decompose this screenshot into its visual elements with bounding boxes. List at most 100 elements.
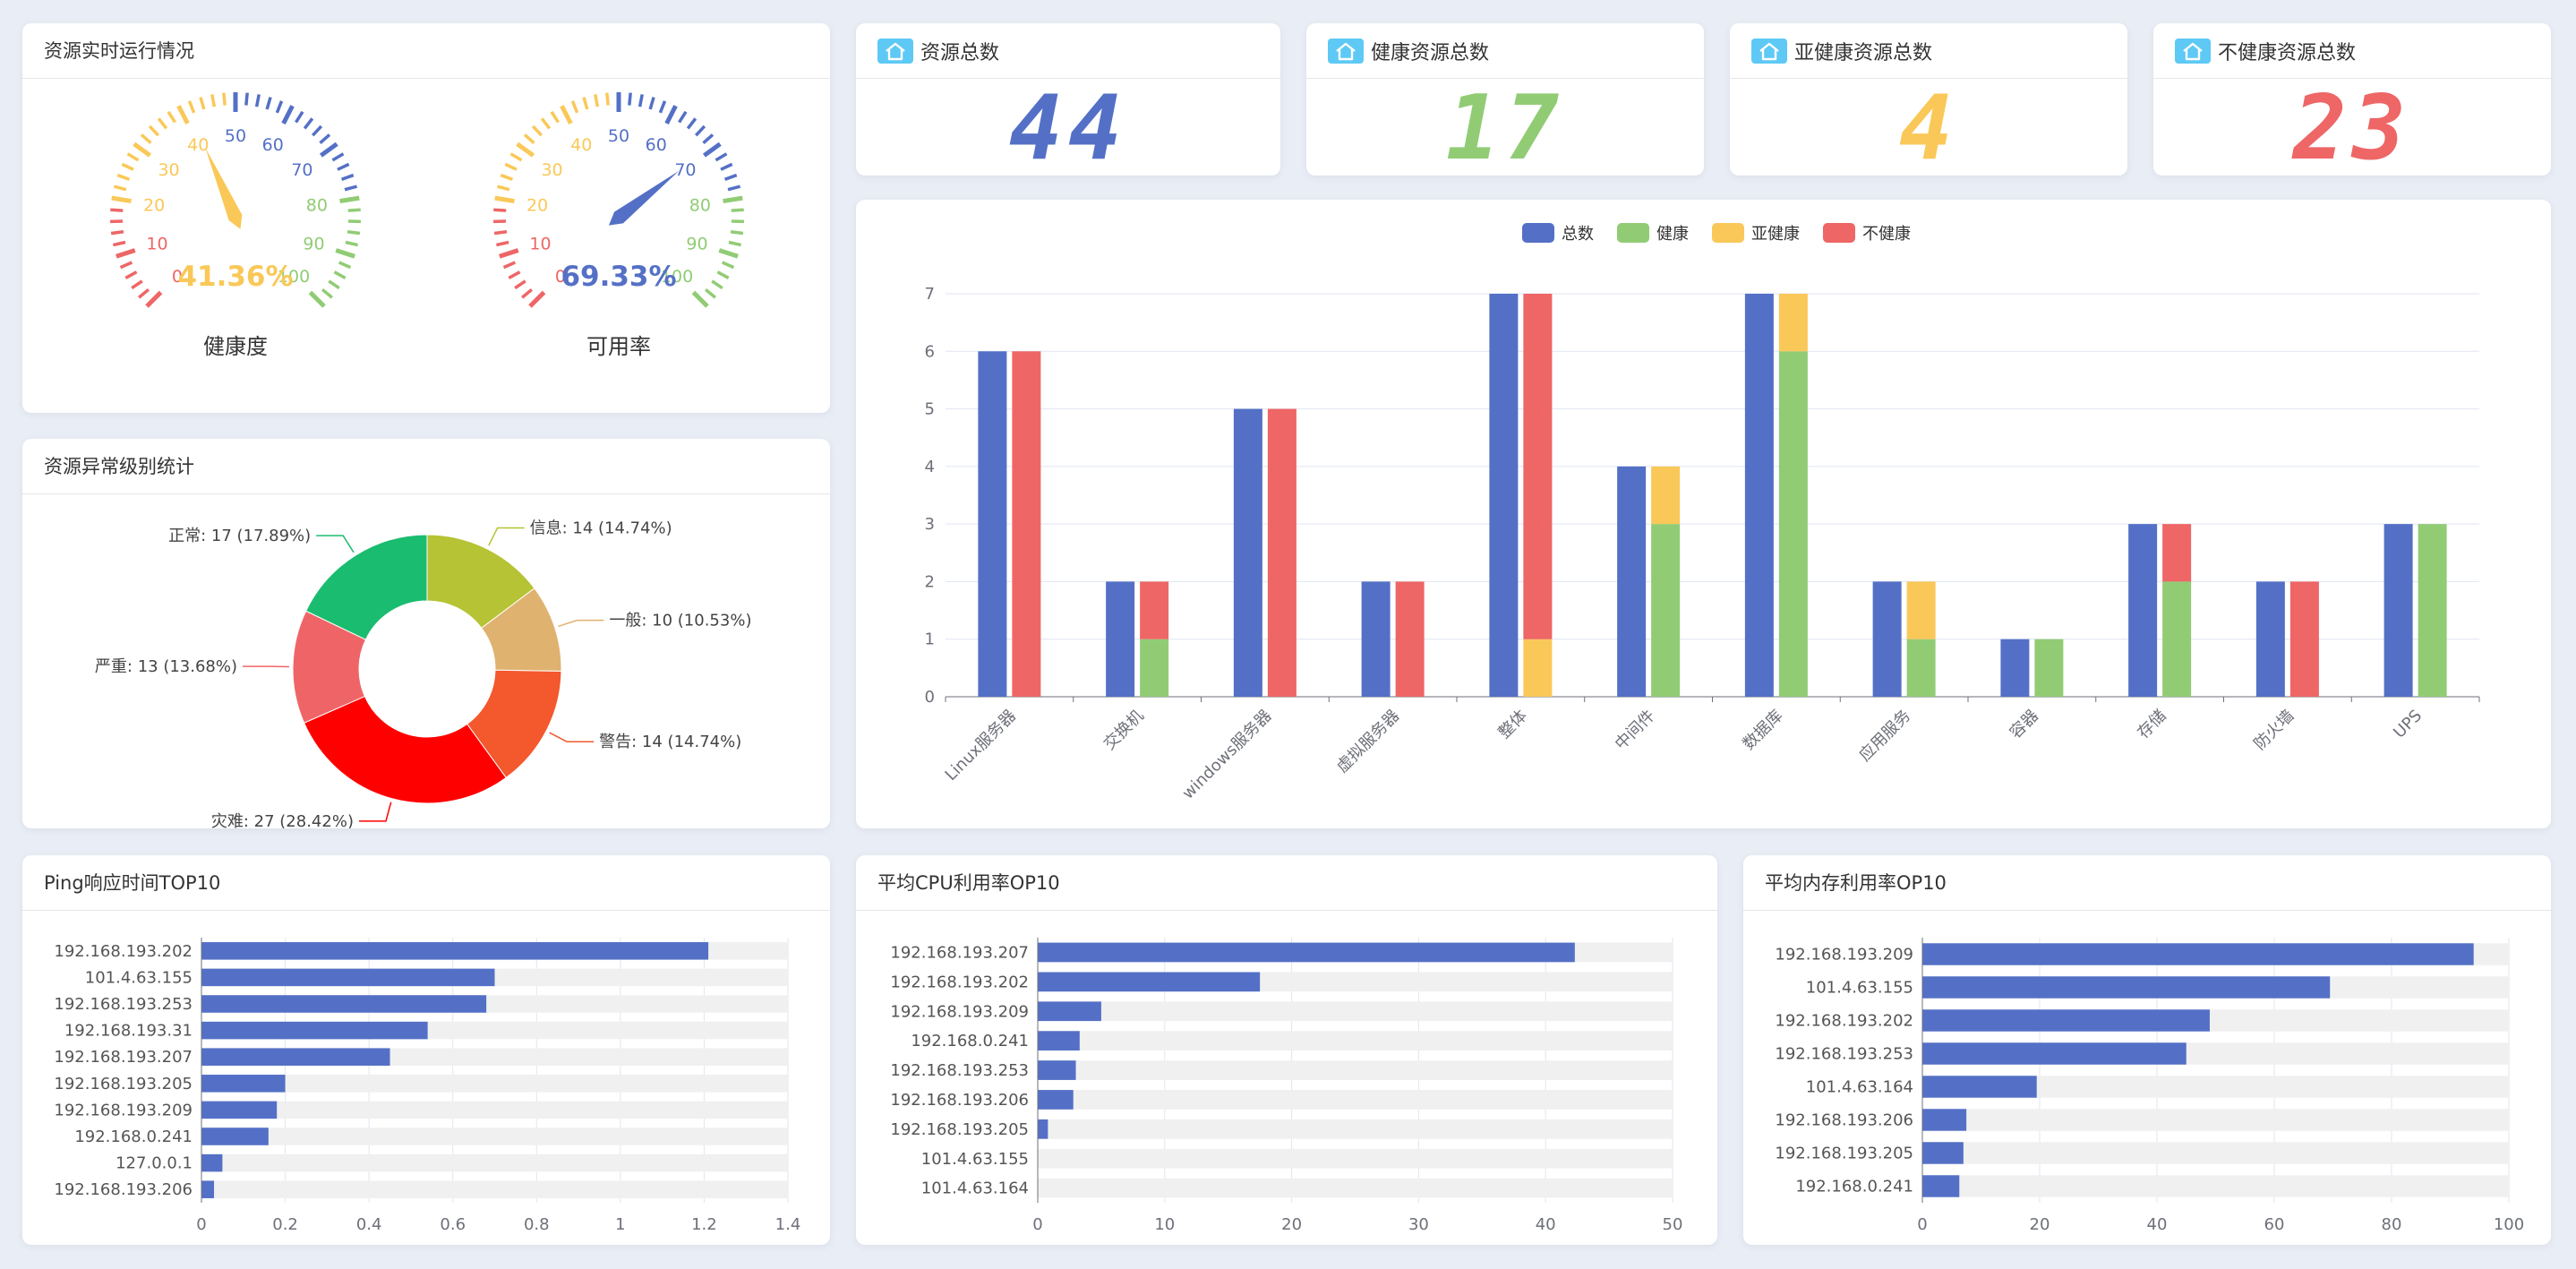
y-tick-label: 192.168.193.209 <box>1775 946 1913 965</box>
gauge-tick <box>138 287 150 299</box>
gauge-tick <box>570 100 579 114</box>
gauge-tick <box>528 290 546 308</box>
y-tick-label: 192.168.193.205 <box>54 1075 193 1093</box>
bar-background <box>201 1180 788 1198</box>
y-tick-label: 192.168.193.202 <box>890 973 1029 991</box>
gauge-label: 健康度 <box>203 334 268 359</box>
resource-bar-chart: 总数 健康 亚健康 不健康 0 1 2 3 4 5 6 7 Linux服务器 交换机 windows服务器虚… <box>925 223 2480 803</box>
level-panel: 资源异常级别统计 信息: 14 (14.74%) 一般: 10 (10.53%) 警… <box>22 439 830 828</box>
bar-value <box>201 1128 269 1145</box>
resource-bar-panel: 总数 健康 亚健康 不健康 0 1 2 3 4 5 6 7 Linux服务器 交换机 windows服务器虚… <box>856 200 2551 828</box>
x-tick-label: 数据库 <box>1739 707 1786 754</box>
x-tick-label: 1 <box>615 1215 625 1234</box>
gauge-pointer <box>608 170 680 226</box>
bar-healthy <box>2034 639 2064 697</box>
y-tick-label: 101.4.63.155 <box>1806 979 1913 998</box>
y-tick-label: 192.168.193.205 <box>1775 1145 1913 1163</box>
gauge-tick-label: 10 <box>529 234 551 253</box>
gauge-tick <box>531 124 543 137</box>
bar-value <box>1922 1009 2210 1032</box>
y-tick-label: 192.168.0.241 <box>911 1032 1029 1050</box>
gauge-tick-label: 80 <box>306 196 328 216</box>
legend-label: 亚健康 <box>1751 225 1800 244</box>
gauge-tick <box>113 184 127 192</box>
y-tick-label: 4 <box>925 458 935 476</box>
gauge-tick <box>328 279 340 290</box>
bar-background <box>1922 1142 2509 1164</box>
y-tick-label: 192.168.193.206 <box>890 1091 1029 1110</box>
stat-label: 资源总数 <box>920 41 1000 64</box>
bar-healthy <box>1778 351 1808 697</box>
bar-healthy <box>1651 524 1681 697</box>
bar-total <box>1744 294 1774 697</box>
x-tick-label: 50 <box>1663 1215 1683 1234</box>
pie-label-line <box>316 535 355 553</box>
y-tick-label: 192.168.193.207 <box>890 943 1029 962</box>
x-tick-label: 1.2 <box>691 1215 717 1234</box>
gauge-tick <box>157 117 168 130</box>
gauge-tick <box>110 230 124 236</box>
y-tick-label: 0 <box>925 688 935 707</box>
gauge-tick <box>187 100 196 114</box>
stat-card-subhealthy: 亚健康资源总数 4 <box>1730 23 2127 176</box>
gauge-tick <box>582 97 589 110</box>
gauge-tick <box>560 105 573 124</box>
gauge-tick <box>126 152 140 162</box>
y-tick-label: 192.168.193.253 <box>1775 1045 1913 1064</box>
pie-slice <box>305 534 428 640</box>
bar-background <box>1038 1031 1673 1051</box>
gauge-tick <box>508 270 521 279</box>
gauge-tick <box>333 270 347 279</box>
gauge-tick <box>319 133 331 144</box>
gauge-tick-label: 100 <box>661 267 693 287</box>
ping-bar-chart: 0 0.2 0.4 0.6 0.8 1 1.2 1.4 192.168.193.202 101.4… <box>54 938 800 1234</box>
gauge-tick <box>222 92 227 106</box>
x-tick-label: 0.4 <box>356 1215 382 1234</box>
stat-card-unhealthy: 不健康资源总数 23 <box>2153 23 2551 176</box>
mem-panel-title: 平均内存利用率OP10 <box>1743 855 2551 911</box>
y-tick-label: 5 <box>925 400 935 419</box>
bar-background <box>1038 1178 1673 1198</box>
realtime-panel: 资源实时运行情况 0 10 20 30 40 50 60 70 80 90 100 41.36% 健康度… <box>22 23 830 413</box>
y-tick-label: 192.168.193.253 <box>890 1061 1029 1080</box>
pie-label: 正常: 17 (17.89%) <box>168 527 311 545</box>
pie-label: 灾难: 27 (28.42%) <box>211 812 354 828</box>
bar-total <box>1233 408 1262 697</box>
gauge-tick <box>303 117 314 130</box>
bar-value <box>1038 1031 1080 1051</box>
bar-background <box>1922 1175 2509 1197</box>
bar-value <box>1038 1090 1074 1110</box>
gauge-tick-label: 100 <box>278 267 310 287</box>
legend-swatch <box>1712 223 1744 243</box>
gauge-tick <box>265 97 272 110</box>
gauge-tick <box>131 279 143 290</box>
gauge-tick <box>702 133 715 144</box>
gauge-tick <box>723 173 738 181</box>
gauge-tick <box>210 94 217 107</box>
gauge-tick-label: 90 <box>303 234 324 253</box>
gauge-tick <box>550 110 560 124</box>
gauge-tick <box>244 92 249 106</box>
gauge-tick <box>112 240 126 247</box>
legend-label: 不健康 <box>1862 225 1911 244</box>
ping-panel: Ping响应时间TOP10 0 0.2 0.4 0.6 0.8 1 1.2 1.4 192.16… <box>22 855 830 1245</box>
gauge-tick <box>711 279 723 290</box>
bar-background <box>201 1128 788 1145</box>
gauge-tick <box>311 124 323 137</box>
gauge-tick <box>723 195 743 204</box>
gauge-tick <box>594 94 600 107</box>
y-tick-label: 101.4.63.155 <box>85 968 193 987</box>
bar-value <box>201 1075 286 1093</box>
bar-value <box>201 968 495 987</box>
gauge-tick <box>540 117 552 130</box>
bar-value <box>1038 942 1575 963</box>
gauge-tick <box>199 97 206 110</box>
x-tick-label: 存储 <box>2134 707 2169 742</box>
gauge-tick <box>281 105 295 124</box>
bar-value <box>201 995 487 1013</box>
x-tick-label: 中间件 <box>1612 707 1659 754</box>
gauge-tick <box>339 195 360 204</box>
x-tick-label: 容器 <box>2007 707 2042 742</box>
gauge-tick <box>344 184 358 192</box>
